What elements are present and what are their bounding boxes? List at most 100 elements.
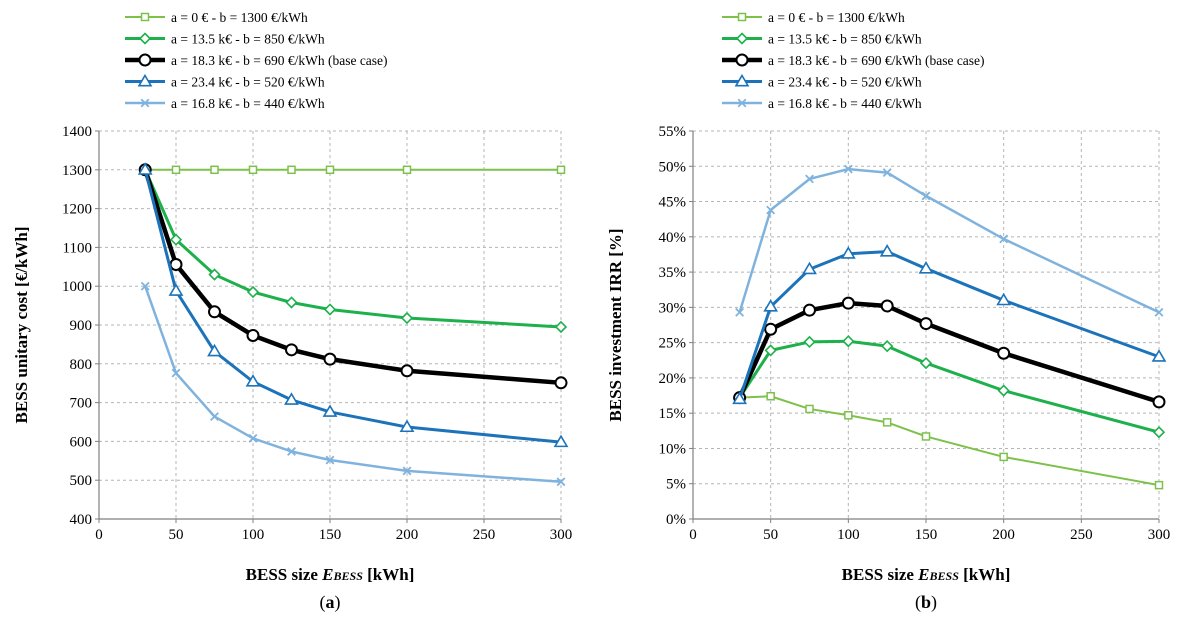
x-tick-label: 0: [689, 527, 697, 543]
data-point: [285, 296, 298, 309]
data-point: [554, 376, 568, 390]
data-point: [842, 335, 855, 348]
data-point: [882, 168, 892, 178]
legend-swatch-marker: [734, 73, 750, 87]
data-point: [763, 299, 779, 312]
data-point: [556, 477, 566, 487]
series-line: [143, 169, 562, 444]
x-tick-label: 50: [169, 527, 184, 543]
x-tick-label: 250: [1070, 527, 1093, 543]
series-line: [738, 167, 1160, 314]
data-point: [764, 344, 777, 357]
y-tick-label: 400: [70, 512, 93, 528]
data-point: [400, 364, 414, 378]
legend-swatch-marker: [737, 12, 747, 22]
legend-label: a = 16.8 k€ - b = 440 €/kWh: [171, 96, 325, 111]
data-point: [882, 418, 892, 427]
x-axis-label-main: BESS size: [246, 565, 323, 584]
data-point: [999, 234, 1009, 244]
y-axis-label: BESS unitary cost [€/kWh]: [12, 227, 31, 424]
chart-panel-b: 0% 5% 10% 15% 20% 25% 30% 35% 40% 45% 50% 55% 0 50 100…: [606, 10, 1170, 613]
y-tick-label: 40%: [659, 230, 687, 246]
y-tick-label: 1300: [62, 163, 92, 179]
data-point: [553, 434, 569, 448]
data-point: [843, 164, 853, 174]
data-point: [169, 257, 183, 271]
legend-label: a = 13.5 k€ - b = 850 €/kWh: [171, 32, 325, 47]
data-point: [803, 335, 816, 349]
legend-label: a = 0 € - b = 1300 €/kWh: [171, 10, 308, 25]
x-tick-label: 300: [1148, 527, 1171, 543]
y-tick-label: 35%: [659, 265, 687, 281]
x-axis-label-symbol: E: [321, 565, 333, 584]
x-axis-label: BESS size EBESS [kWh]: [842, 565, 1011, 584]
series-line: [737, 300, 1160, 405]
x-tick-label: 150: [319, 527, 342, 543]
data-point: [323, 303, 337, 316]
y-tick-label: 600: [70, 434, 93, 450]
legend-swatch-marker: [737, 98, 747, 108]
data-point: [996, 292, 1012, 306]
legend-label: a = 23.4 k€ - b = 520 €/kWh: [171, 75, 325, 90]
series-3: [138, 163, 568, 390]
x-tick-label: 250: [473, 527, 496, 543]
y-tick-label: 500: [70, 473, 93, 489]
legend-entry: a = 18.3 k€ - b = 690 €/kWh (base case): [125, 53, 388, 68]
data-point: [844, 411, 853, 420]
data-point: [208, 305, 221, 319]
data-point: [802, 261, 817, 275]
legend-entry: a = 13.5 k€ - b = 850 €/kWh: [125, 32, 325, 47]
y-tick-label: 55%: [659, 124, 687, 140]
x-tick-label: 0: [95, 527, 103, 543]
data-point: [997, 346, 1011, 360]
y-tick-label: 20%: [659, 371, 687, 387]
data-point: [248, 433, 258, 443]
y-tick-label: 15%: [659, 406, 687, 422]
y-tick-label: 0%: [666, 512, 686, 528]
data-point: [400, 311, 414, 325]
x-tick-label: 200: [396, 527, 419, 543]
data-point: [918, 260, 934, 274]
y-tick-label: 25%: [659, 336, 687, 352]
data-point: [171, 368, 181, 378]
data-point: [245, 374, 261, 387]
data-point: [805, 174, 814, 184]
legend-entry: a = 18.3 k€ - b = 690 €/kWh (base case): [722, 53, 985, 68]
x-axis-label-subscript: BESS: [929, 569, 960, 583]
legend-label: a = 13.5 k€ - b = 850 €/kWh: [768, 32, 922, 47]
data-point: [402, 165, 412, 175]
series-5: [140, 281, 566, 487]
series-line: [738, 339, 1160, 434]
series-1: [735, 392, 1164, 490]
data-point: [246, 285, 260, 299]
y-tick-label: 700: [70, 396, 93, 412]
data-point: [208, 268, 221, 281]
series-4: [732, 244, 1167, 405]
y-tick-label: 10%: [659, 441, 687, 457]
legend-swatch-marker: [137, 73, 153, 87]
data-point: [1152, 426, 1166, 439]
data-point: [210, 165, 219, 175]
data-point: [999, 452, 1008, 462]
series-2: [139, 163, 568, 334]
data-point: [171, 165, 181, 175]
data-point: [732, 391, 747, 405]
data-point: [1154, 307, 1164, 317]
data-point: [1152, 395, 1166, 409]
series-line: [143, 169, 562, 386]
data-point: [325, 165, 335, 175]
series-4: [137, 162, 569, 448]
data-point: [323, 352, 337, 366]
x-axis-label-unit: [kWh]: [959, 565, 1010, 584]
legend-entry: a = 23.4 k€ - b = 520 €/kWh: [125, 73, 325, 90]
data-point: [921, 191, 931, 201]
x-tick-label: 200: [992, 527, 1015, 543]
data-point: [840, 246, 856, 259]
data-point: [402, 466, 412, 476]
data-point: [997, 384, 1010, 397]
legend-label: a = 16.8 k€ - b = 440 €/kWh: [768, 96, 922, 111]
data-point: [284, 392, 299, 405]
data-point: [881, 340, 894, 353]
legend-entry: a = 0 € - b = 1300 €/kWh: [722, 10, 905, 25]
